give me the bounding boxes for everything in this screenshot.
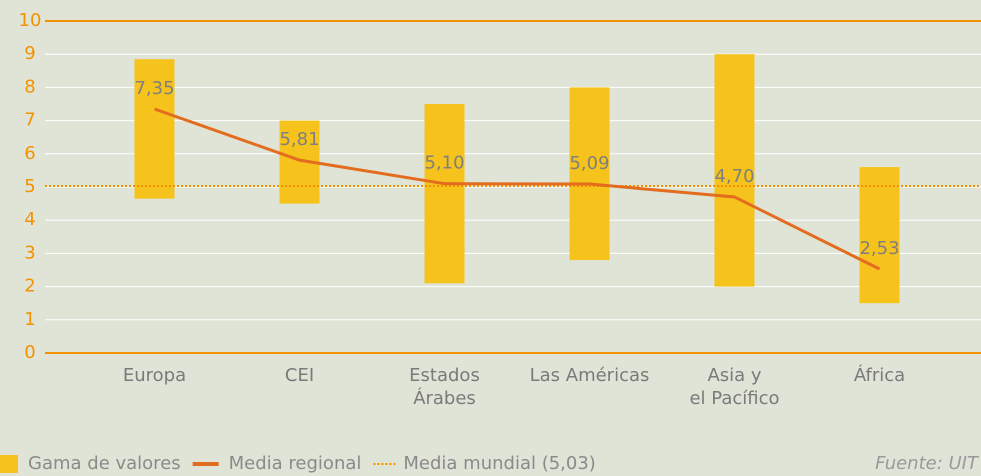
y-tick-label: 5 bbox=[24, 176, 35, 197]
legend-label: Gama de valores bbox=[28, 453, 181, 474]
y-tick-label: 4 bbox=[24, 209, 35, 230]
y-tick-label: 1 bbox=[24, 309, 35, 330]
y-tick-label: 6 bbox=[24, 143, 35, 164]
y-tick-label: 10 bbox=[19, 10, 42, 31]
range-bar bbox=[569, 87, 610, 261]
range-bar bbox=[134, 59, 175, 199]
legend-swatch bbox=[0, 455, 18, 473]
value-label: 2,53 bbox=[859, 238, 899, 259]
value-label: 5,81 bbox=[279, 129, 319, 150]
y-tick-label: 0 bbox=[24, 342, 35, 363]
value-label: 4,70 bbox=[714, 166, 754, 187]
x-tick-label: CEI bbox=[285, 365, 314, 386]
range-bar bbox=[424, 104, 465, 284]
legend-label: Media regional bbox=[229, 453, 362, 474]
value-label: 7,35 bbox=[134, 78, 174, 99]
y-tick-label: 7 bbox=[24, 110, 35, 131]
x-tick-label: Las Américas bbox=[530, 365, 650, 386]
y-tick-label: 2 bbox=[24, 276, 35, 297]
y-tick-label: 3 bbox=[24, 242, 35, 263]
source: Fuente: UIT bbox=[875, 453, 980, 474]
x-tick-label: África bbox=[854, 364, 905, 386]
range-bar bbox=[859, 167, 900, 304]
mean-line bbox=[154, 107, 881, 271]
legend-label: Media mundial (5,03) bbox=[403, 453, 595, 474]
range-bar bbox=[714, 54, 755, 287]
x-tick-label: Europa bbox=[123, 365, 186, 386]
x-tick-label: Asia y el Pacífico bbox=[689, 365, 779, 409]
y-tick-label: 9 bbox=[24, 43, 35, 64]
x-tick-label: Estados Árabes bbox=[409, 365, 480, 409]
value-label: 5,09 bbox=[569, 153, 609, 174]
y-tick-label: 8 bbox=[24, 76, 35, 97]
value-label: 5,10 bbox=[424, 153, 464, 174]
